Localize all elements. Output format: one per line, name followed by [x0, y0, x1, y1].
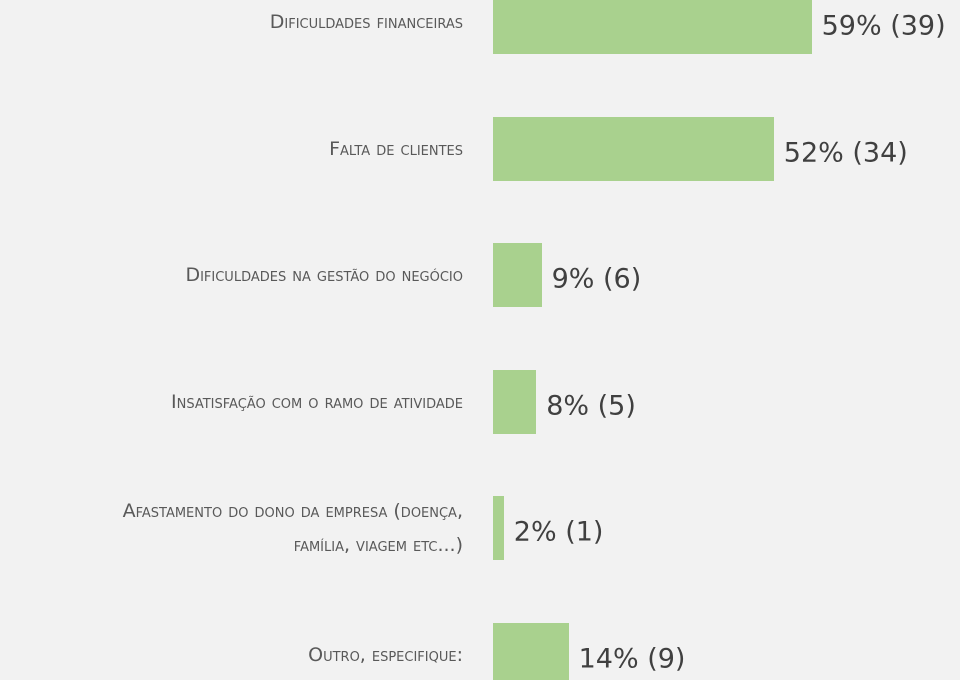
value-label: 8% (5)	[546, 390, 636, 421]
bar	[493, 116, 774, 181]
category-label: Afastamento do dono da empresa (doença, …	[122, 500, 463, 556]
value-label: 59% (39)	[821, 10, 946, 42]
category-label: Dificuldades financeiras	[269, 11, 463, 33]
bar	[493, 0, 812, 54]
value-label: 14% (9)	[578, 643, 686, 674]
bar	[493, 496, 504, 560]
bar	[493, 243, 542, 307]
category-label: Falta de clientes	[329, 137, 463, 160]
value-label: 52% (34)	[783, 137, 908, 168]
category-label: Insatisfação com o ramo de atividade	[171, 390, 463, 413]
bar	[493, 622, 569, 680]
value-label: 2% (1)	[513, 516, 604, 548]
category-label: Dificuldades na gestão do negócio	[185, 264, 463, 286]
value-label: 9% (6)	[551, 263, 642, 295]
category-label: Outro, especifique:	[308, 643, 463, 666]
bar	[493, 369, 537, 434]
